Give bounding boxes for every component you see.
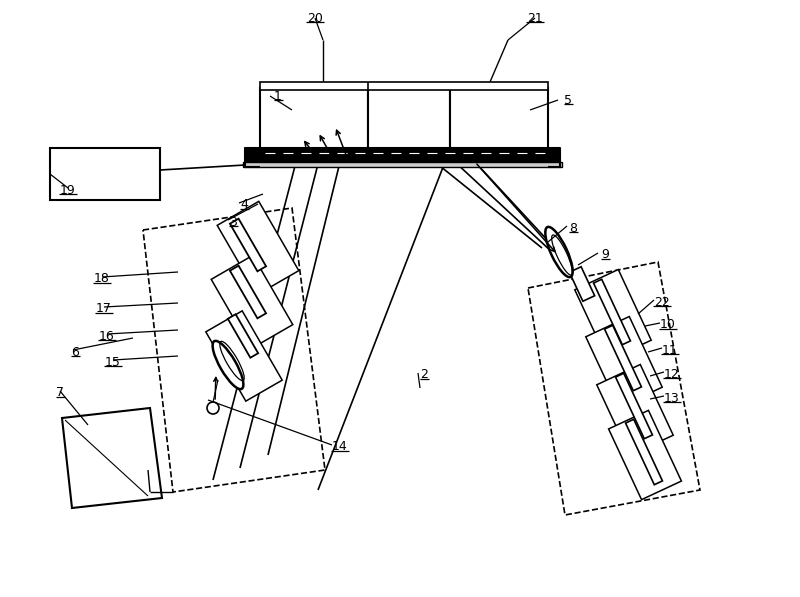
Text: 17: 17 xyxy=(96,303,112,315)
Circle shape xyxy=(207,402,219,414)
Polygon shape xyxy=(62,408,162,508)
Text: 18: 18 xyxy=(94,272,110,285)
Text: 2: 2 xyxy=(420,368,428,381)
Bar xyxy=(368,88,450,148)
Polygon shape xyxy=(570,267,594,301)
Text: 21: 21 xyxy=(527,11,543,24)
Text: 10: 10 xyxy=(660,319,676,331)
Text: 16: 16 xyxy=(99,330,115,343)
Text: 19: 19 xyxy=(60,183,76,196)
Text: 7: 7 xyxy=(56,386,64,399)
Polygon shape xyxy=(230,266,266,318)
Polygon shape xyxy=(230,219,266,271)
Ellipse shape xyxy=(213,341,243,389)
Polygon shape xyxy=(228,314,258,358)
Bar xyxy=(260,88,368,148)
Text: 15: 15 xyxy=(105,355,121,368)
Polygon shape xyxy=(211,256,293,349)
Text: 5: 5 xyxy=(564,94,572,106)
Bar xyxy=(450,88,548,148)
Polygon shape xyxy=(605,325,642,390)
Text: 14: 14 xyxy=(332,441,348,454)
Text: 4: 4 xyxy=(240,198,248,211)
Text: 8: 8 xyxy=(569,221,577,235)
Text: 1: 1 xyxy=(274,90,282,103)
Polygon shape xyxy=(218,201,298,295)
Text: 12: 12 xyxy=(664,368,680,380)
Text: 22: 22 xyxy=(654,296,670,309)
Text: 13: 13 xyxy=(664,392,680,405)
Polygon shape xyxy=(615,373,653,439)
Bar xyxy=(243,162,562,167)
Text: 20: 20 xyxy=(307,11,323,24)
Text: 3: 3 xyxy=(229,216,237,229)
Bar xyxy=(245,148,560,162)
Bar xyxy=(260,82,548,90)
Polygon shape xyxy=(626,419,662,485)
Text: 6: 6 xyxy=(71,346,79,359)
Polygon shape xyxy=(574,269,651,361)
Text: 11: 11 xyxy=(662,343,678,356)
Polygon shape xyxy=(597,365,674,456)
Text: 9: 9 xyxy=(601,248,609,261)
Polygon shape xyxy=(609,410,682,500)
Bar xyxy=(50,148,160,200)
Polygon shape xyxy=(594,279,630,344)
Ellipse shape xyxy=(546,227,573,277)
Polygon shape xyxy=(586,316,662,408)
Polygon shape xyxy=(206,311,282,401)
